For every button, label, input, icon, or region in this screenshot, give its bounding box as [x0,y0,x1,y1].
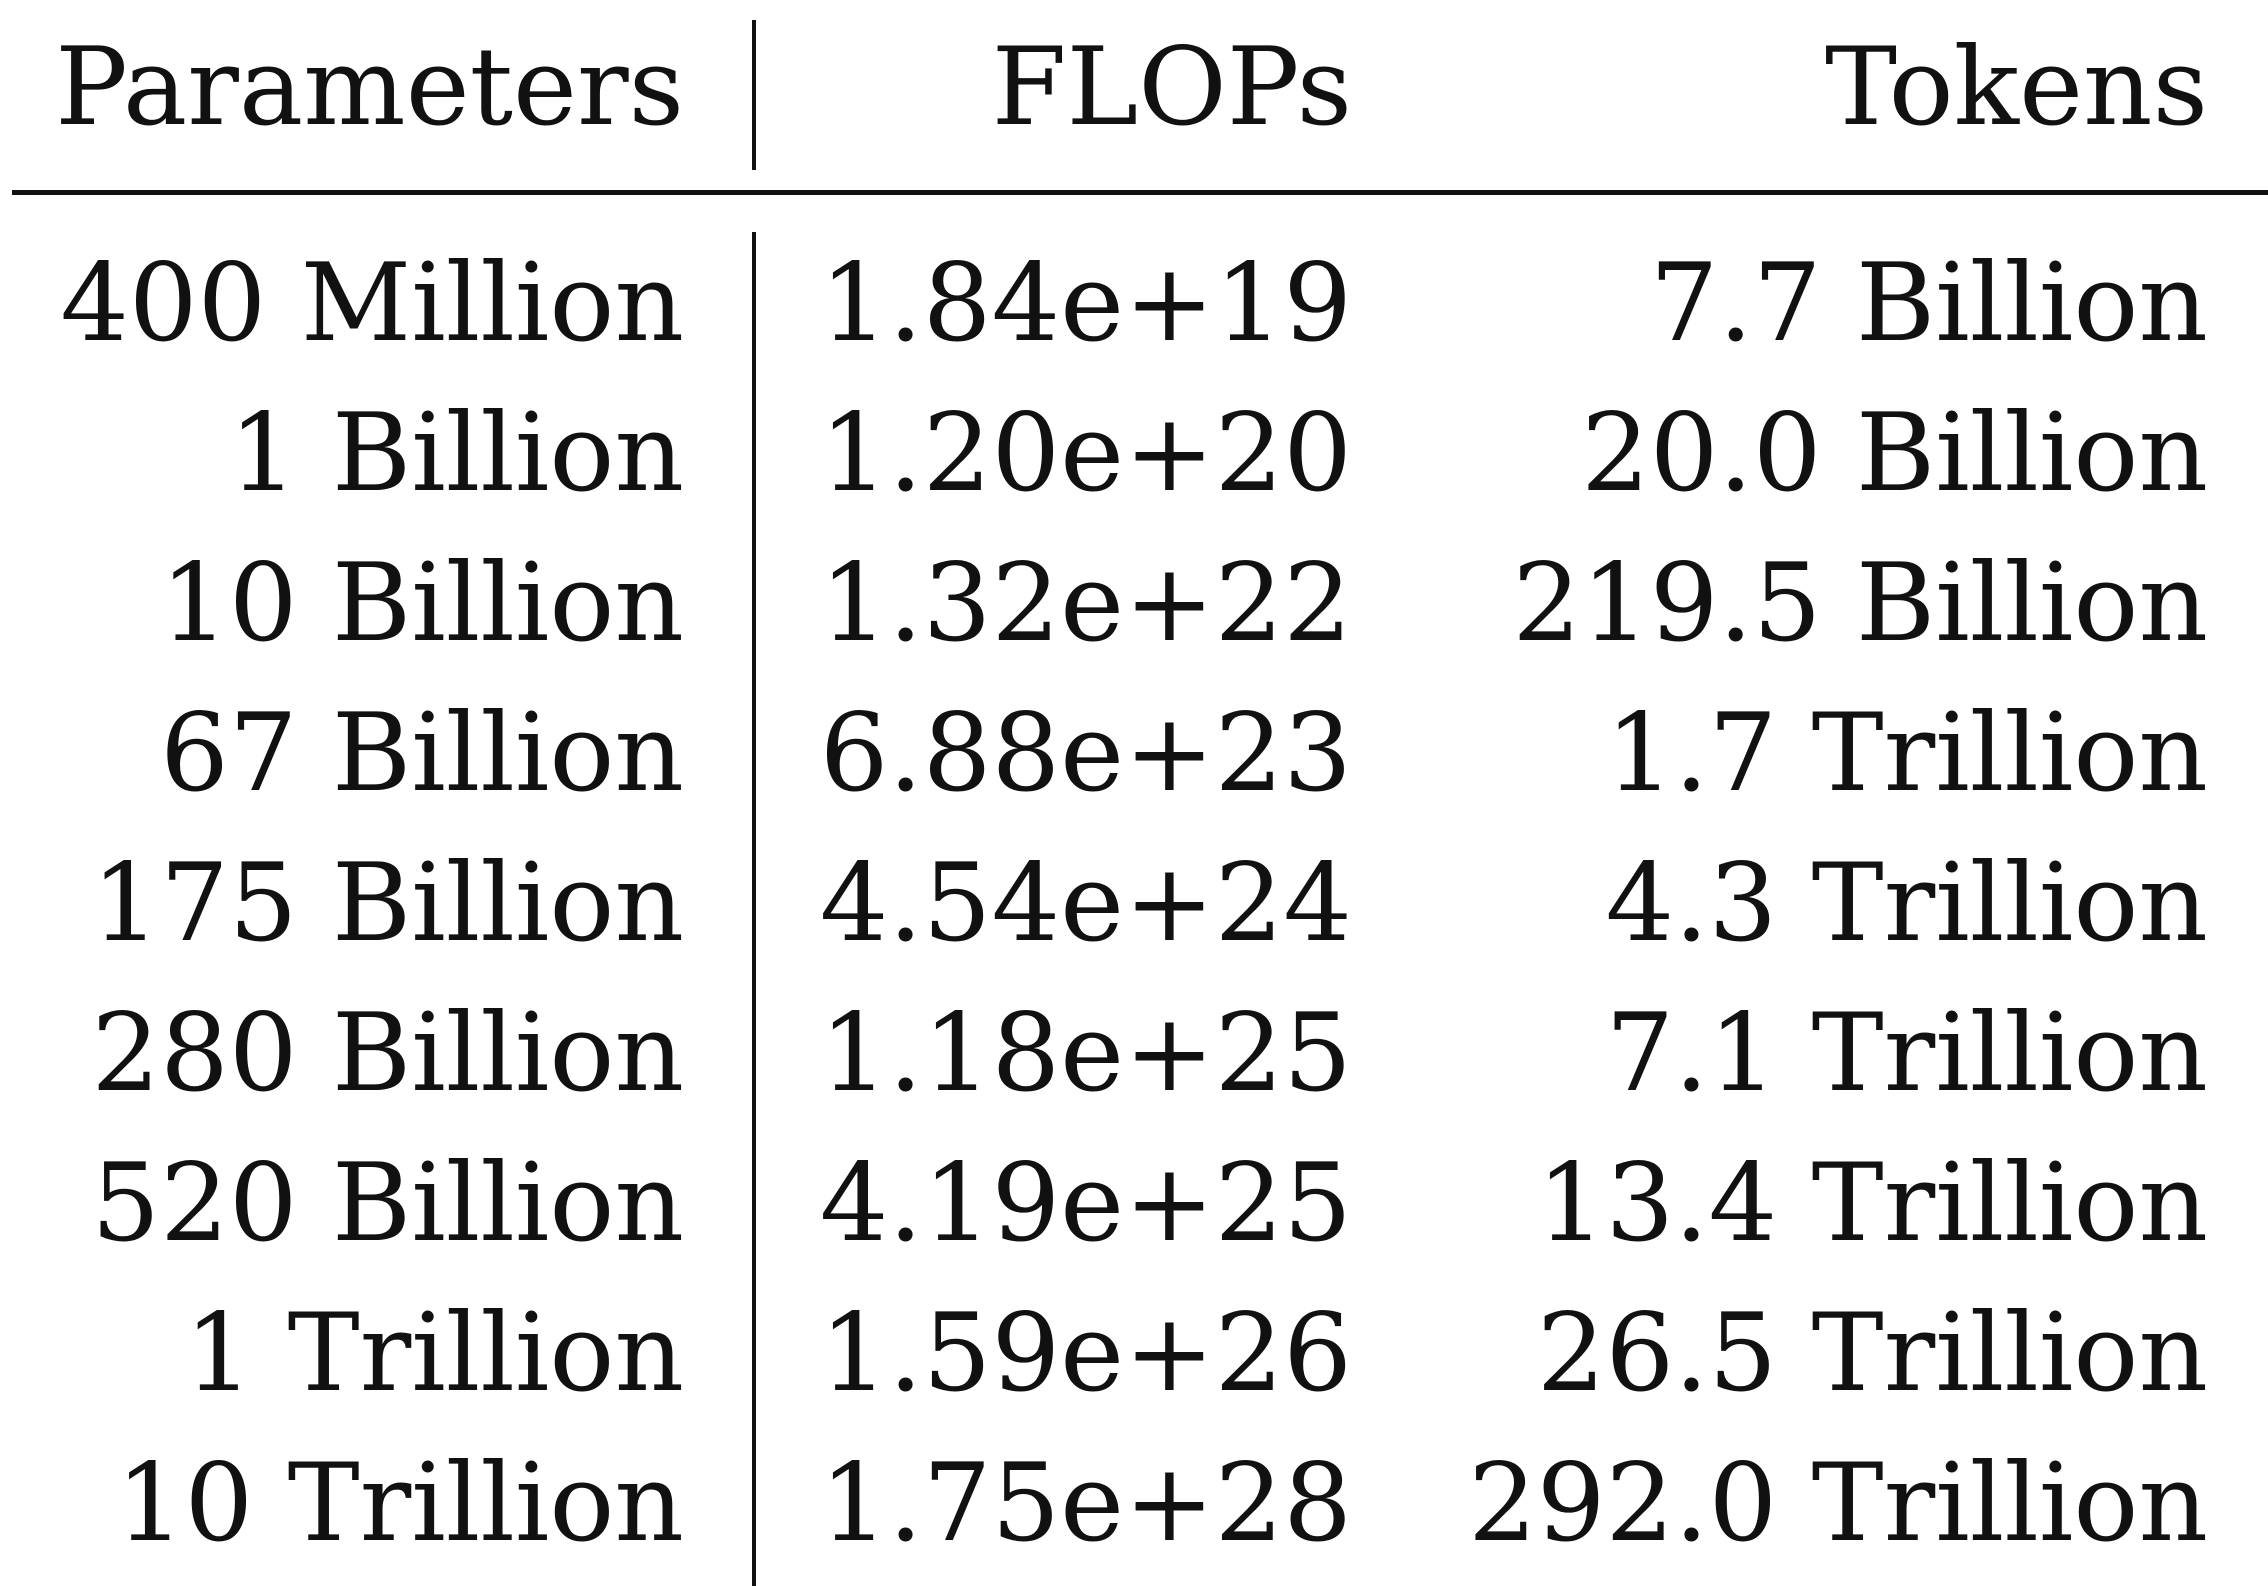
cell-flops: 1.75e+28 [819,1441,1352,1566]
cell-flops: 1.18e+25 [819,991,1352,1116]
cell-parameters: 520 Billion [91,1141,684,1266]
cell-tokens: 7.7 Billion [1649,241,2208,366]
cell-flops: 1.84e+19 [819,241,1352,366]
cell-tokens: 292.0 Trillion [1468,1441,2208,1566]
cell-flops: 4.54e+24 [819,841,1352,966]
cell-parameters: 10 Billion [160,541,684,666]
cell-tokens: 1.7 Trillion [1605,691,2209,816]
header-parameters: Parameters [55,25,684,150]
cell-parameters: 175 Billion [91,841,684,966]
cell-flops: 6.88e+23 [819,691,1352,816]
cell-parameters: 10 Trillion [115,1441,684,1566]
cell-flops: 4.19e+25 [819,1141,1352,1266]
header-rule [12,190,2268,195]
header-tokens: Tokens [1824,25,2208,150]
cell-parameters: 67 Billion [160,691,684,816]
cell-tokens: 219.5 Billion [1512,541,2208,666]
header-flops: FLOPs [991,25,1352,150]
cell-tokens: 7.1 Trillion [1605,991,2209,1116]
cell-parameters: 1 Trillion [184,1291,684,1416]
header-column-divider [752,20,756,170]
cell-flops: 1.59e+26 [819,1291,1352,1416]
cell-tokens: 13.4 Trillion [1536,1141,2208,1266]
body-column-divider [752,232,756,1586]
cell-flops: 1.20e+20 [819,391,1352,516]
cell-tokens: 26.5 Trillion [1536,1291,2208,1416]
cell-flops: 1.32e+22 [819,541,1352,666]
cell-parameters: 1 Billion [228,391,684,516]
cell-tokens: 20.0 Billion [1581,391,2208,516]
cell-parameters: 400 Million [60,241,684,366]
cell-tokens: 4.3 Trillion [1605,841,2209,966]
cell-parameters: 280 Billion [91,991,684,1116]
